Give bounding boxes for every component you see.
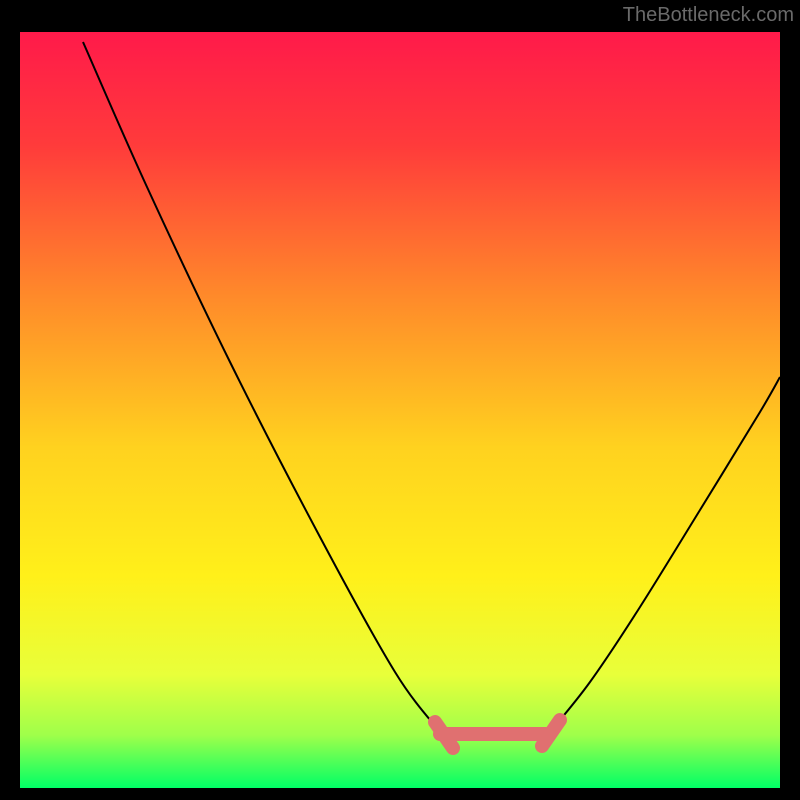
curve-layer [20, 32, 780, 788]
plot-area [20, 32, 780, 788]
chart-container: TheBottleneck.com [0, 0, 800, 800]
attribution-label: TheBottleneck.com [623, 4, 794, 27]
